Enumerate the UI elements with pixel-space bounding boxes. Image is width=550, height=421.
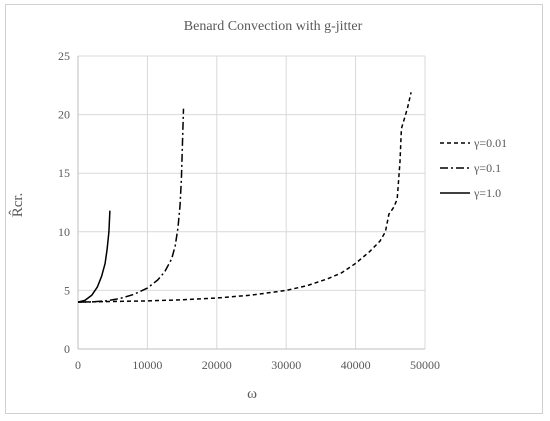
y-tick-label: 10 xyxy=(58,225,70,239)
series-group xyxy=(77,92,412,303)
legend: γ=0.01 γ=0.1 γ=1.0 xyxy=(440,136,507,200)
y-tick-label: 5 xyxy=(64,283,70,297)
axes xyxy=(77,56,425,350)
x-axis-label: ω xyxy=(247,386,257,402)
x-tick-label: 50000 xyxy=(410,358,440,372)
x-tick-label: 0 xyxy=(75,358,81,372)
y-tick-label: 0 xyxy=(64,342,70,356)
legend-label-1: γ=0.01 xyxy=(473,136,507,150)
chart-frame xyxy=(5,4,543,414)
y-tick-label: 20 xyxy=(58,108,70,122)
series-line-2 xyxy=(77,108,185,303)
y-axis-label: R̂cr. xyxy=(9,193,26,218)
x-tick-label: 30000 xyxy=(271,358,301,372)
legend-label-3: γ=1.0 xyxy=(473,186,501,200)
x-tick-label: 40000 xyxy=(341,358,371,372)
legend-label-2: γ=0.1 xyxy=(473,161,501,175)
x-tick-label: 20000 xyxy=(202,358,232,372)
y-tick-label: 25 xyxy=(58,49,70,63)
grid-lines xyxy=(78,55,426,349)
y-tick-label: 15 xyxy=(58,166,70,180)
x-tick-label: 10000 xyxy=(132,358,162,372)
series-line-1 xyxy=(77,92,412,303)
tick-labels: 0 5 10 15 20 25 0 10000 20000 30000 40000 50000 xyxy=(58,49,440,372)
chart-title: Benard Convection with g-jitter xyxy=(184,19,363,34)
series-line-3 xyxy=(77,210,111,303)
